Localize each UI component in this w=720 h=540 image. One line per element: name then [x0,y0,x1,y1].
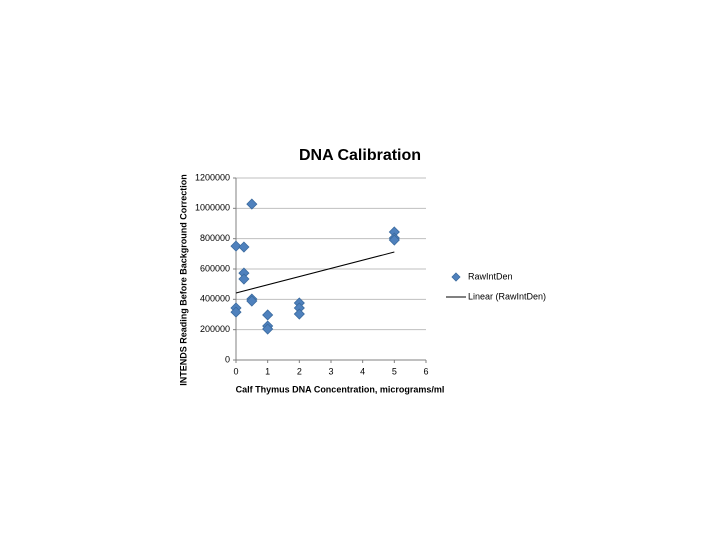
point [262,323,274,335]
x-tick-label: 6 [423,366,428,376]
chart-title: DNA Calibration [299,147,421,164]
point [238,241,250,253]
point [246,198,258,210]
x-axis-label: Calf Thymus DNA Concentration, microgram… [236,384,445,394]
point [230,306,242,318]
x-tick-label: 5 [392,366,397,376]
legend-marker [451,272,461,282]
y-tick-label: 400000 [200,294,230,304]
x-tick-label: 3 [328,366,333,376]
legend-label: Linear (RawIntDen) [468,291,546,301]
point [246,295,258,307]
point [230,240,242,252]
y-tick-label: 800000 [200,233,230,243]
y-tick-label: 1200000 [195,172,230,182]
x-tick-label: 4 [360,366,365,376]
y-tick-label: 600000 [200,263,230,273]
x-tick-label: 2 [297,366,302,376]
point [238,273,250,285]
legend-label: RawIntDen [468,271,513,281]
x-tick-label: 1 [265,366,270,376]
y-tick-label: 1000000 [195,203,230,213]
point [262,309,274,321]
point [293,308,305,320]
y-axis-label: INTENDS Reading Before Background Correc… [178,174,188,386]
trend-line [235,251,395,294]
x-tick-label: 0 [233,366,238,376]
point [388,234,400,246]
y-tick-label: 0 [225,354,230,364]
y-tick-label: 200000 [200,324,230,334]
